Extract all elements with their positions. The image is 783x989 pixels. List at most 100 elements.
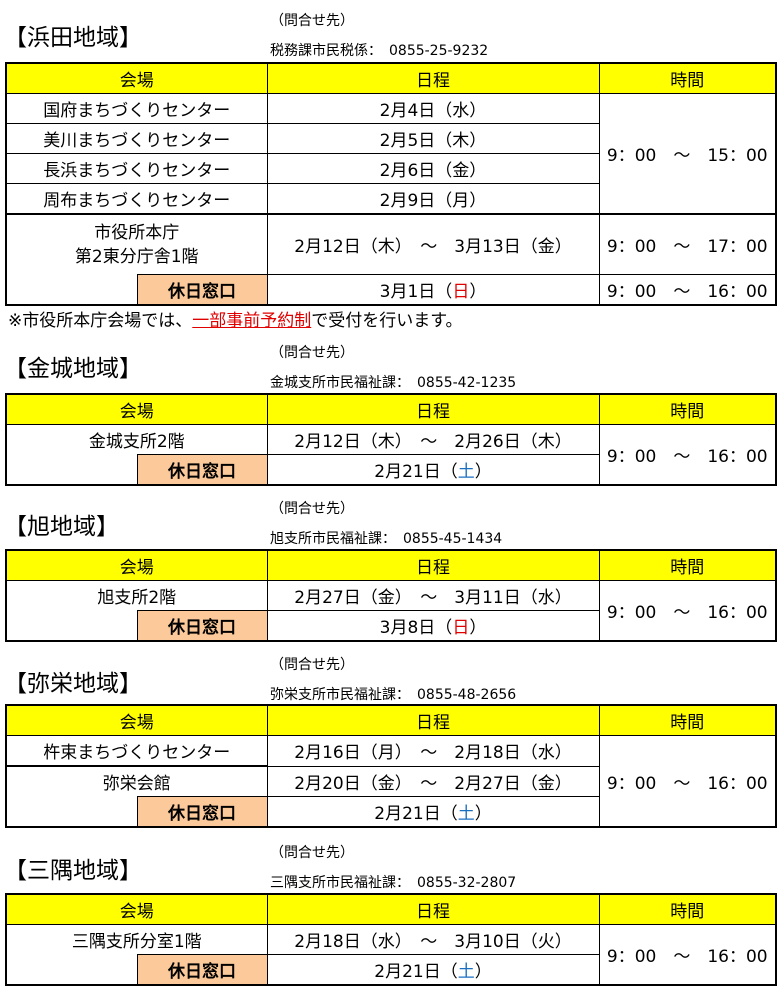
date-from: 2月16日（月）	[294, 743, 404, 764]
holiday-date: 2月21日（土）	[266, 954, 600, 986]
holiday-date: 3月8日（日）	[266, 610, 600, 642]
col-time: 時間	[598, 704, 777, 736]
holiday-date: 3月1日（日）	[266, 274, 600, 306]
time: 9：00 ～ 16：00	[598, 735, 777, 828]
col-schedule: 日程	[266, 549, 600, 581]
contact-info: 旭支所市民福祉課： 0855-45-1434	[270, 531, 503, 547]
date-range: 2月20日（金） ～ 2月27日（金）	[266, 765, 600, 797]
date-range: 2月12日（木） ～ 3月13日（金）	[266, 213, 600, 275]
col-schedule: 日程	[266, 62, 600, 94]
date: 2月21日（	[374, 462, 458, 482]
venue: 旭支所2階	[5, 580, 268, 611]
note: ※市役所本庁会場では、一部事前予約制で受付を行います。	[8, 306, 463, 331]
note-text: ※市役所本庁会場では、	[8, 311, 193, 331]
venue: 周布まちづくりセンター	[5, 183, 268, 215]
date-to: 3月13日（金）	[454, 237, 572, 257]
date-from: 2月12日（木）	[294, 432, 404, 452]
date-to: 2月27日（金）	[454, 773, 572, 794]
section-title: 【三隅地域】	[4, 858, 142, 884]
col-schedule: 日程	[266, 704, 600, 736]
contact-info: 金城支所市民福祉課： 0855-42-1235	[270, 375, 517, 391]
holiday-label: 休日窓口	[136, 796, 268, 828]
contact-label: （問合せ先）	[270, 13, 354, 29]
table-row: 金城支所2階 2月12日（木） ～ 2月26日（木） 9：00 ～ 16：00	[5, 424, 777, 486]
col-time: 時間	[598, 549, 777, 581]
blank-cell	[5, 454, 138, 486]
time: 9：00 ～ 16：00	[598, 424, 777, 486]
weekday: 日	[452, 282, 470, 302]
time: 9：00 ～ 15：00	[598, 93, 777, 215]
date-range: 2月27日（金） ～ 3月11日（水）	[266, 580, 600, 611]
paren: ）	[474, 962, 492, 982]
table-row: 旭支所2階 2月27日（金） ～ 3月11日（水） 9：00 ～ 16：00	[5, 580, 777, 642]
table-row: 弥栄会館 2月20日（金） ～ 2月27日（金）	[5, 765, 776, 797]
col-time: 時間	[598, 62, 777, 94]
table-row: 休日窓口 2月21日（土）	[5, 454, 776, 486]
table-row: 美川まちづくりセンター 2月5日（木）	[5, 123, 776, 154]
tilde: ～	[420, 588, 438, 608]
date: 3月1日（	[379, 282, 453, 302]
blank-cell	[5, 274, 138, 306]
holiday-label: 休日窓口	[136, 274, 268, 306]
table-row: 三隅支所分室1階 2月18日（水） ～ 3月10日（火） 9：00 ～ 16：00	[5, 924, 777, 986]
contact-info: 弥栄支所市民福祉課： 0855-48-2656	[270, 687, 517, 703]
contact-label: （問合せ先）	[270, 845, 354, 861]
date-range: 2月16日（月） ～ 2月18日（水）	[266, 735, 600, 767]
date-from: 2月27日（金）	[294, 588, 404, 608]
date: 2月5日（木）	[266, 123, 600, 154]
col-venue: 会場	[5, 893, 268, 925]
col-schedule: 日程	[266, 393, 600, 425]
col-time: 時間	[598, 393, 777, 425]
date-from: 2月18日（水）	[294, 932, 404, 952]
time: 9：00 ～ 16：00	[598, 580, 777, 642]
date-range: 2月18日（水） ～ 3月10日（火）	[266, 924, 600, 955]
section-title: 【旭地域】	[4, 514, 119, 540]
schedule-table: 会場 日程 時間 三隅支所分室1階 2月18日（水） ～ 3月10日（火） 9：00 ～…	[5, 893, 777, 986]
col-venue: 会場	[5, 62, 268, 94]
date: 2月4日（水）	[266, 93, 600, 124]
tilde: ～	[420, 932, 438, 952]
section-title: 【弥栄地域】	[4, 671, 142, 697]
venue-line: 市役所本庁	[94, 222, 180, 243]
tilde: ～	[420, 773, 438, 794]
tilde: ～	[420, 743, 438, 764]
contact-label: （問合せ先）	[270, 501, 354, 517]
contact-info: 三隅支所市民福祉課： 0855-32-2807	[270, 875, 517, 891]
table-row: 国府まちづくりセンター 2月4日（水） 9：00 ～ 15：00	[5, 93, 777, 215]
date: 2月21日（	[374, 804, 458, 824]
time: 9：00 ～ 16：00	[598, 274, 777, 306]
contact-label: （問合せ先）	[270, 657, 354, 673]
schedule-table: 会場 日程 時間 旭支所2階 2月27日（金） ～ 3月11日（水） 9：00 ～ 16…	[5, 549, 777, 642]
section-title: 【金城地域】	[4, 356, 142, 382]
venue: 金城支所2階	[5, 424, 268, 455]
blank-cell	[5, 796, 138, 828]
holiday-label: 休日窓口	[136, 954, 268, 986]
paren: ）	[474, 804, 492, 824]
paren: ）	[469, 618, 487, 638]
tilde: ～	[420, 237, 438, 257]
holiday-date: 2月21日（土）	[266, 796, 600, 828]
holiday-label: 休日窓口	[136, 454, 268, 486]
schedule-table: 会場 日程 時間 杵束まちづくりセンター 2月16日（月） ～ 2月18日（水） 9：0…	[5, 704, 777, 828]
col-venue: 会場	[5, 393, 268, 425]
time: 9：00 ～ 17：00	[598, 213, 777, 275]
table-row: 休日窓口 2月21日（土）	[5, 954, 776, 986]
date-to: 3月10日（火）	[454, 932, 572, 952]
schedule-table: 会場 日程 時間 国府まちづくりセンター 2月4日（水） 9：00 ～ 15：00 美川…	[5, 62, 777, 306]
holiday-date: 2月21日（土）	[266, 454, 600, 486]
date-from: 2月12日（木）	[294, 237, 404, 257]
date-to: 2月26日（木）	[454, 432, 572, 452]
date-from: 2月20日（金）	[294, 773, 404, 794]
date: 2月9日（月）	[266, 183, 600, 215]
contact-label: （問合せ先）	[270, 345, 354, 361]
date-to: 3月11日（水）	[454, 588, 572, 608]
col-venue: 会場	[5, 704, 268, 736]
table-row: 杵束まちづくりセンター 2月16日（月） ～ 2月18日（水） 9：00 ～ 16：…	[5, 735, 777, 828]
table-row: 休日窓口 3月8日（日）	[5, 610, 776, 642]
tilde: ～	[420, 432, 438, 452]
weekday: 土	[457, 804, 475, 824]
weekday: 土	[457, 962, 475, 982]
table-row: 休日窓口 2月21日（土）	[5, 796, 776, 828]
contact-info: 税務課市民税係： 0855-25-9232	[270, 43, 489, 59]
venue: 三隅支所分室1階	[5, 924, 268, 955]
